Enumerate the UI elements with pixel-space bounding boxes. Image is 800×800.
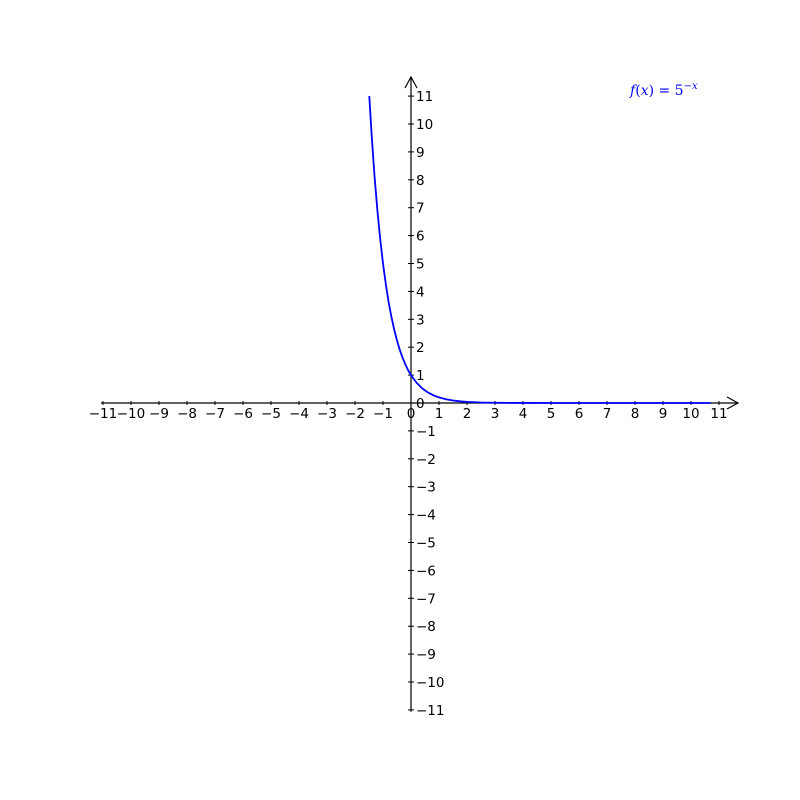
y-tick-label: 6 — [416, 229, 425, 245]
y-tick-label: −8 — [416, 619, 436, 635]
y-tick-label: 1 — [416, 368, 425, 384]
y-tick-label: 2 — [416, 340, 425, 356]
x-axis-arrow — [726, 396, 740, 410]
y-tick-label: 10 — [416, 117, 433, 133]
legend: f(x) = 5−x — [629, 81, 698, 99]
x-tick-label: −11 — [89, 406, 118, 422]
x-tick-label: 10 — [682, 406, 699, 422]
series-line — [368, 96, 711, 404]
y-axis-arrow — [404, 75, 418, 89]
x-tick-label: 2 — [463, 406, 472, 422]
y-tick-label: −2 — [416, 452, 436, 468]
x-tick-label: −7 — [205, 406, 225, 422]
y-tick-label: 4 — [416, 284, 425, 300]
x-tick-label: −9 — [149, 406, 169, 422]
y-tick-label: −9 — [416, 647, 436, 663]
x-tick-label: 0 — [407, 406, 416, 422]
y-tick-label: −3 — [416, 480, 436, 496]
y-tick-label: 0 — [416, 396, 425, 412]
legend-label: f(x) = 5−x — [629, 81, 698, 99]
y-tick-label: −5 — [416, 536, 436, 552]
x-tick-label: 1 — [435, 406, 444, 422]
x-tick-label: −8 — [177, 406, 197, 422]
x-tick-label: 6 — [575, 406, 584, 422]
x-tick-label: 11 — [710, 406, 727, 422]
x-tick-label: 3 — [491, 406, 500, 422]
x-tick-label: 7 — [603, 406, 612, 422]
y-tick-label: 7 — [416, 201, 425, 217]
x-tick-label: 9 — [659, 406, 668, 422]
y-tick-label: −6 — [416, 563, 436, 579]
y-tick-label: 5 — [416, 257, 425, 273]
x-tick-label: −1 — [373, 406, 393, 422]
x-tick-label: 8 — [631, 406, 640, 422]
ticks: −11 −10 −9 −8 −7 −6 −5 −4 −3 −2 −1 0 1 2 3 4 5 6 7 8 9 10 11−1… — [89, 89, 728, 719]
y-tick-label: 9 — [416, 145, 425, 161]
x-tick-label: −3 — [317, 406, 337, 422]
y-tick-label: 11 — [416, 89, 433, 105]
y-tick-label: −10 — [416, 675, 445, 691]
y-tick-label: −7 — [416, 591, 436, 607]
x-tick-label: 4 — [519, 406, 528, 422]
x-tick-label: 5 — [547, 406, 556, 422]
y-tick-label: −4 — [416, 508, 436, 524]
x-tick-label: −2 — [345, 406, 365, 422]
x-tick-label: −5 — [261, 406, 281, 422]
series-layer — [368, 96, 711, 404]
y-tick-label: −1 — [416, 424, 436, 440]
y-tick-label: −11 — [416, 703, 445, 719]
x-tick-label: −10 — [117, 406, 146, 422]
y-tick-label: 8 — [416, 173, 425, 189]
x-tick-label: −6 — [233, 406, 253, 422]
x-tick-label: −4 — [289, 406, 309, 422]
y-tick-label: 3 — [416, 312, 425, 328]
